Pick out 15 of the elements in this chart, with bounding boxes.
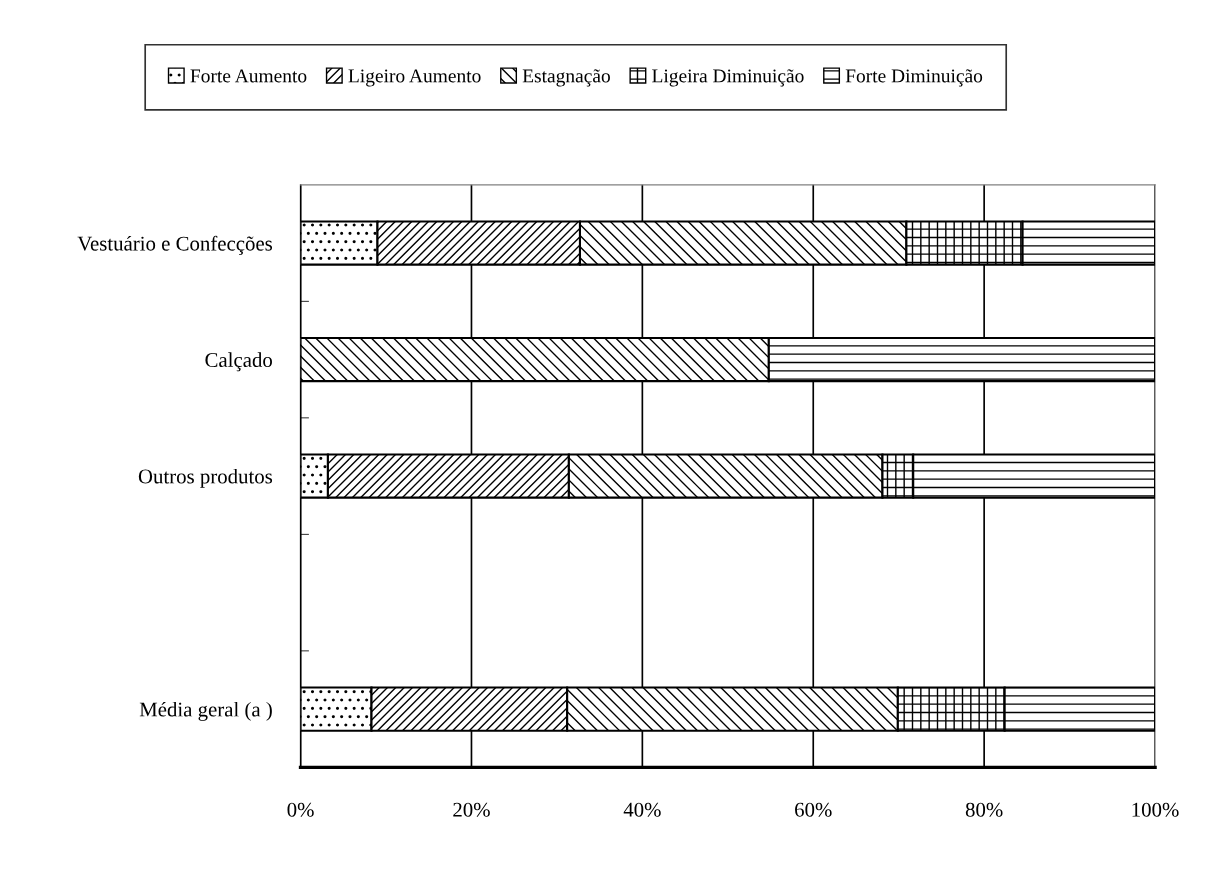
y-tick-label: Outros produtos [138, 468, 273, 488]
legend-label: Estagnação [522, 69, 610, 87]
x-tick-label: 0% [287, 802, 314, 817]
x-tick-label: 100% [1132, 802, 1179, 817]
legend-label: Ligeiro Aumento [348, 69, 481, 87]
legend-label: Ligeira Diminuição [652, 69, 804, 87]
legend-label: Forte Aumento [190, 69, 307, 83]
y-tick-label: Calçado [205, 352, 272, 372]
x-tick-label: 40% [623, 802, 661, 817]
x-tick-label: 80% [965, 802, 1003, 817]
y-tick-label: Vestuário e Confecções [77, 235, 273, 255]
x-tick-label: 60% [795, 802, 832, 817]
x-tick-label: 20% [453, 802, 490, 817]
legend-label: Forte Diminuição [845, 69, 983, 87]
y-tick-label: Média geral (a ) [139, 701, 272, 721]
